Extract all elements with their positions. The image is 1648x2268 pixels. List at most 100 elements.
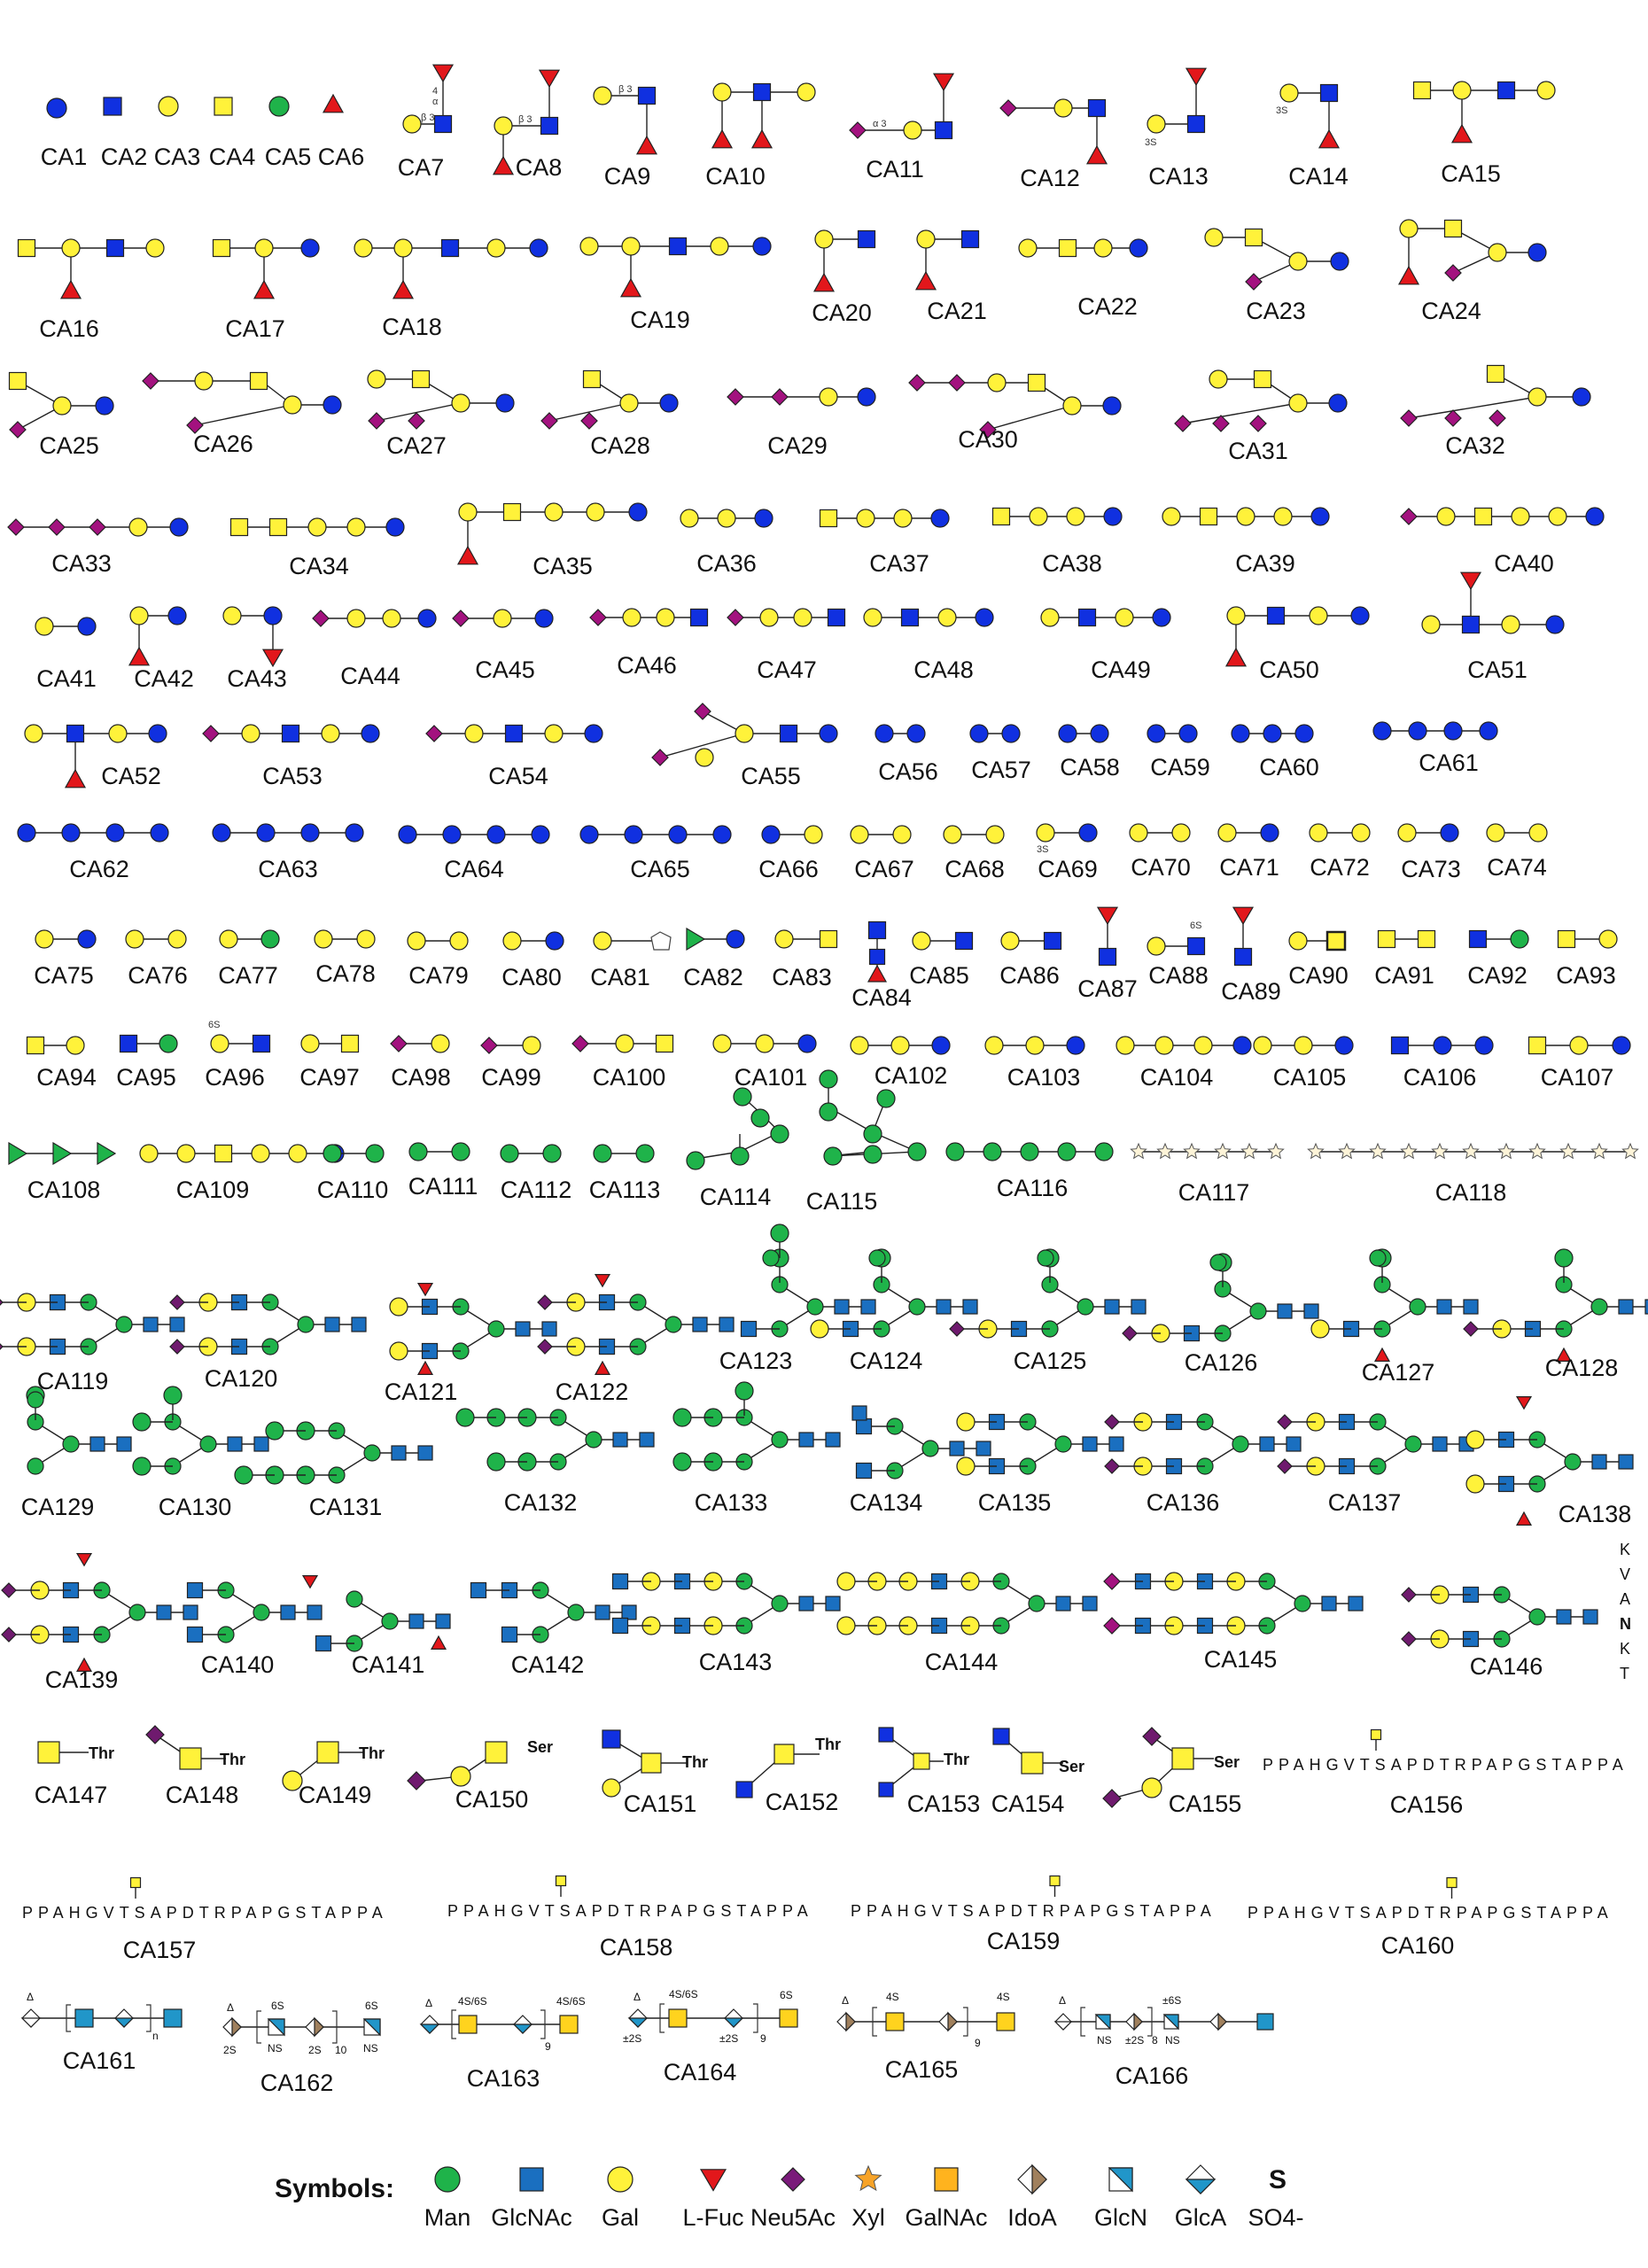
glucose-circle	[17, 823, 36, 843]
compound-label: CA130	[159, 1494, 232, 1520]
circle-residue	[148, 724, 167, 743]
galactose-circle	[251, 1144, 270, 1163]
compound-label: CA60	[1259, 754, 1319, 781]
circle-residue	[615, 1034, 634, 1053]
glycan-ca83	[774, 929, 838, 949]
glucose-circle	[1001, 724, 1021, 743]
glcnac-square	[116, 1436, 132, 1452]
glycan-ca66	[761, 825, 823, 844]
legend-title: Symbols:	[275, 2174, 394, 2203]
glucose-circle	[1090, 724, 1109, 743]
galactose-circle	[1025, 1036, 1045, 1055]
square-residue	[1417, 929, 1436, 949]
gag-annotation: 4S/6S	[556, 1995, 586, 2008]
compound-label: CA69	[1038, 856, 1098, 882]
glycan-ca44	[312, 609, 437, 628]
glcnac-square	[281, 724, 300, 743]
glcnac-square	[1644, 1299, 1648, 1315]
square-residue	[773, 1744, 795, 1765]
linkage-label: α	[432, 97, 439, 107]
circle-residue	[868, 1249, 886, 1267]
square-residue	[1098, 947, 1117, 967]
compound-label: CA138	[1559, 1501, 1632, 1527]
glycosidic-bond	[987, 405, 1073, 431]
circle-residue	[1209, 1254, 1227, 1271]
mannose-circle	[1094, 1142, 1114, 1161]
compound-label: CA153	[907, 1790, 981, 1817]
compound-label: CA92	[1467, 962, 1528, 989]
mannose-circle	[921, 1440, 939, 1457]
peptide-sequence: PPAHGVTSAPDTRPAPGSTAPPA	[1248, 1904, 1613, 1922]
glucose-circle	[931, 1036, 951, 1055]
glycan-ca67	[850, 825, 912, 844]
glycan-ca29	[727, 387, 876, 407]
compound-label: CA155	[1169, 1790, 1242, 1817]
compound-label: CA132	[504, 1489, 578, 1516]
triangle-residue	[52, 1141, 73, 1166]
symbol-legend: Symbols: Man GlcNAc Gal L-Fuc Neu5Ac Xyl GalNAc…	[275, 2163, 1304, 2231]
neu5ac-diamond	[979, 421, 997, 439]
glycan-ca109	[139, 1144, 345, 1163]
galactose-circle	[464, 724, 484, 743]
neu5ac-diamond	[89, 518, 106, 536]
xylose-star	[1267, 1142, 1285, 1160]
compound-label: CA23	[1246, 298, 1306, 324]
mannose-circle	[115, 1316, 133, 1333]
neu5ac-diamond	[651, 749, 669, 766]
compound-label: CA83	[772, 964, 832, 990]
legend-label: Man	[424, 2204, 471, 2231]
glycan-ca164	[627, 2003, 798, 2033]
glycan-ca56	[875, 724, 926, 743]
glucose-circle	[345, 823, 364, 843]
mannose-circle	[268, 96, 290, 117]
circle-residue	[61, 238, 81, 258]
fucose-triangle	[1450, 123, 1473, 144]
glucose-circle	[584, 724, 603, 743]
mannose-circle	[567, 1604, 585, 1621]
glycan-ca31	[1174, 369, 1348, 432]
glcnac-square	[639, 1432, 655, 1448]
circle-residue	[733, 1087, 752, 1107]
square-residue	[458, 2015, 478, 2034]
compound-label: CA99	[481, 1064, 541, 1091]
mannose-circle	[1077, 1298, 1094, 1316]
mannose-circle	[635, 1144, 655, 1163]
compound-label: CA139	[45, 1666, 119, 1693]
gag-annotation: Δ	[634, 1991, 641, 2003]
circle-residue	[987, 373, 1007, 392]
gag-annotation: 4S	[997, 1991, 1010, 2003]
compound-label: CA40	[1494, 550, 1554, 577]
legend-item-gal: Gal	[602, 2166, 639, 2231]
square-residue	[885, 2012, 905, 2031]
glycan-ca139	[1, 1552, 198, 1673]
glycan-ca23	[1204, 228, 1349, 291]
fucose-triangle	[538, 69, 561, 89]
legend-item-l-fuc: L-Fuc	[682, 2169, 744, 2231]
glycan-ca101	[712, 1034, 817, 1053]
fucose-triangle	[392, 279, 415, 299]
galactose-circle	[1236, 507, 1255, 526]
compound-label: CA67	[854, 856, 914, 882]
xylose-star	[1497, 1142, 1515, 1160]
square-residue	[752, 82, 772, 102]
peptide-sequence: PPAHGVTSAPDTRPAPGSTAPPA	[1263, 1756, 1629, 1774]
compound-label: CA33	[51, 550, 112, 577]
gag-annotation: Δ	[27, 1991, 34, 2003]
glycan-ca140	[186, 1574, 323, 1643]
mannose-circle	[323, 1144, 342, 1163]
amino-acid-label: Thr	[944, 1751, 969, 1768]
glycan-ca126	[1122, 1253, 1319, 1343]
mannose-circle	[487, 1320, 505, 1338]
legend-item-neu5ac: Neu5Ac	[750, 2167, 836, 2231]
glycan-ca40	[1400, 507, 1605, 526]
compound-label: CA45	[475, 656, 535, 683]
gag-annotation: NS	[1097, 2034, 1112, 2047]
glcnac-square	[253, 1436, 269, 1452]
galnac-square	[819, 509, 838, 528]
compound-label: CA158	[600, 1934, 673, 1961]
glycan-ca117	[1130, 1142, 1285, 1160]
glcnac-square	[1463, 1299, 1479, 1315]
galactose-circle	[125, 929, 144, 949]
glucose-circle	[545, 931, 564, 951]
xylose-star	[1338, 1142, 1356, 1160]
